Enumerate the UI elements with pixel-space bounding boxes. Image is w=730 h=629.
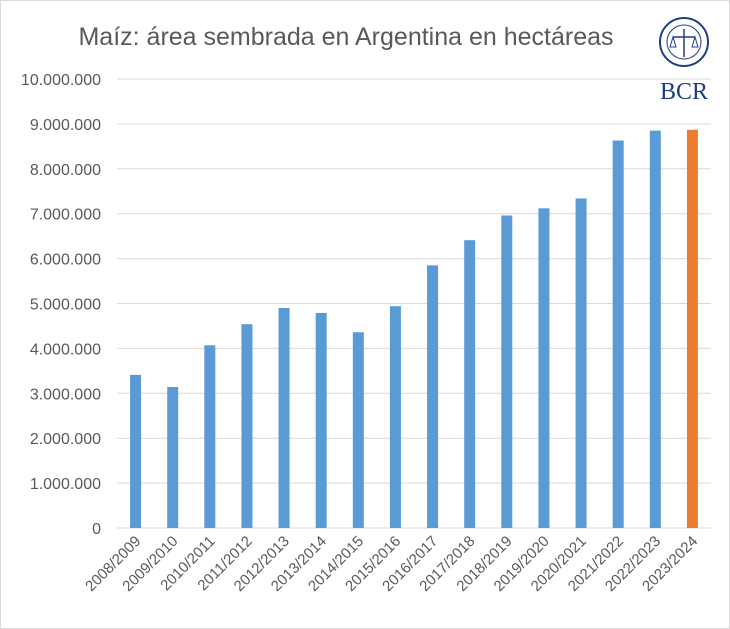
- y-tick-label: 7.000.000: [30, 207, 101, 224]
- x-tick-label: 2014/2015: [305, 533, 367, 595]
- x-tick-label: 2022/2023: [602, 533, 664, 595]
- x-tick-label: 2018/2019: [453, 533, 515, 595]
- x-tick-label: 2023/2024: [639, 533, 701, 595]
- bar: [130, 374, 142, 528]
- x-tick-label: 2011/2012: [194, 533, 255, 594]
- bar: [686, 129, 698, 528]
- x-tick-label: 2008/2009: [82, 533, 144, 595]
- bar: [501, 215, 513, 528]
- bar: [464, 240, 476, 529]
- y-tick-label: 2.000.000: [30, 431, 101, 448]
- y-tick-label: 6.000.000: [30, 252, 101, 269]
- bar: [389, 306, 401, 528]
- x-tick-label: 2009/2010: [119, 533, 181, 595]
- y-tick-label: 8.000.000: [30, 162, 101, 179]
- y-tick-label: 9.000.000: [30, 117, 101, 134]
- y-tick-label: 5.000.000: [30, 297, 101, 314]
- x-tick-label: 2010/2011: [157, 533, 218, 594]
- y-tick-label: 10.000.000: [21, 72, 101, 89]
- x-tick-label: 2020/2021: [528, 533, 590, 595]
- bar: [167, 387, 179, 528]
- bar: [241, 324, 253, 528]
- svg-text:BCR: BCR: [660, 79, 708, 105]
- y-tick-label: 4.000.000: [30, 341, 101, 358]
- bar: [427, 265, 439, 528]
- bar: [204, 345, 216, 528]
- bar: [278, 307, 290, 528]
- x-tick-label: 2017/2018: [416, 533, 478, 595]
- bcr-logo: BCR: [659, 17, 709, 105]
- y-tick-label: 3.000.000: [30, 386, 101, 403]
- x-tick-label: 2015/2016: [342, 533, 404, 595]
- bar: [538, 208, 550, 528]
- x-tick-label: 2019/2020: [491, 533, 553, 595]
- bar: [352, 332, 364, 528]
- bar: [575, 198, 587, 528]
- bar: [649, 130, 661, 528]
- y-tick-label: 0: [92, 521, 101, 538]
- x-tick-label: 2021/2022: [565, 533, 627, 595]
- x-tick-label: 2012/2013: [231, 533, 293, 595]
- chart-title: Maíz: área sembrada en Argentina en hect…: [78, 23, 614, 51]
- x-tick-label: 2013/2014: [268, 533, 330, 595]
- y-tick-label: 1.000.000: [30, 476, 101, 493]
- bar: [315, 312, 327, 528]
- x-tick-label: 2016/2017: [379, 533, 441, 595]
- bar: [612, 140, 624, 528]
